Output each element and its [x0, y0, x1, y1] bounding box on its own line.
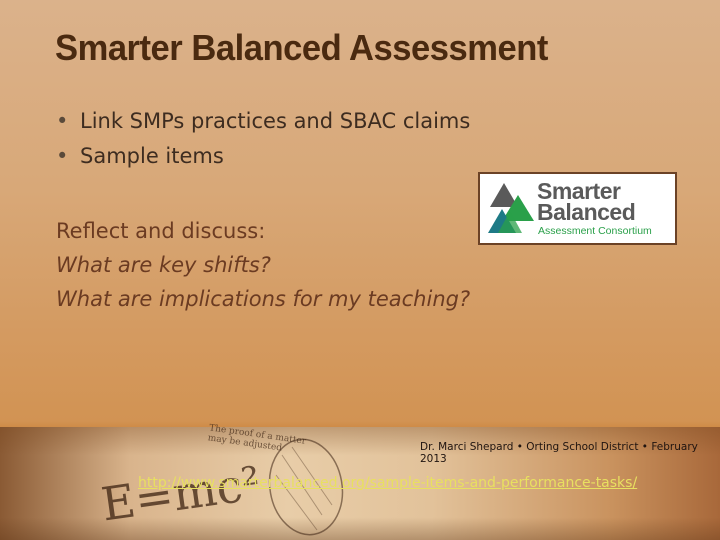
bullet-item: • Link SMPs practices and SBAC claims: [56, 107, 470, 142]
slide-title: Smarter Balanced Assessment: [55, 27, 548, 68]
bullet-list: • Link SMPs practices and SBAC claims • Sa…: [56, 107, 470, 177]
bullet-item: • Sample items: [56, 142, 470, 177]
reflect-question: What are key shifts?: [56, 253, 271, 277]
sample-items-link[interactable]: http://www.smarterbalanced.org/sample-it…: [138, 475, 638, 491]
bullet-marker: •: [56, 109, 69, 133]
bullet-marker: •: [56, 144, 69, 168]
logo-line-smarter: Smarter: [537, 178, 621, 204]
smarter-balanced-logo: Smarter Balanced Assessment Consortium: [478, 172, 677, 245]
triangles-logo-icon: [488, 183, 534, 233]
footer-band: [0, 427, 720, 540]
bullet-text: Link SMPs practices and SBAC claims: [80, 109, 471, 133]
logo-line-balanced: Balanced: [537, 199, 636, 225]
sketch-circle-icon: [268, 438, 344, 536]
reflect-question: What are implications for my teaching?: [56, 287, 471, 311]
reflect-heading: Reflect and discuss:: [56, 219, 266, 243]
reflect-section: Reflect and discuss: What are key shifts…: [56, 214, 470, 316]
bullet-text: Sample items: [80, 144, 224, 168]
logo-line-consortium: Assessment Consortium: [538, 225, 652, 237]
footer-credit: Dr. Marci Shepard • Orting School Distri…: [420, 441, 698, 465]
